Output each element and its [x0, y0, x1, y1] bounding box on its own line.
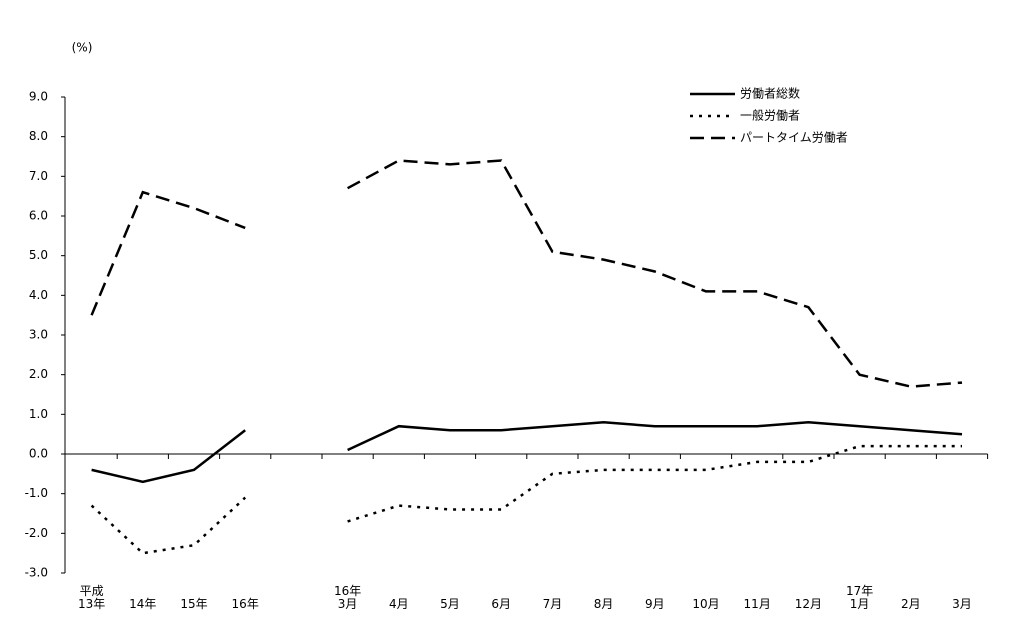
y-tick-label: 0.0	[29, 447, 48, 461]
y-tick-label: -2.0	[25, 526, 48, 540]
y-tick-label: 8.0	[29, 129, 48, 143]
y-tick-label: 3.0	[29, 328, 48, 342]
legend-label: パートタイム労働者	[740, 131, 848, 145]
x-tick-label: 9月	[644, 597, 665, 611]
x-tick-label: 11月	[743, 597, 771, 611]
y-tick-label: 5.0	[29, 248, 48, 262]
x-tick-label: 16年	[231, 597, 259, 611]
y-tick-label: -3.0	[25, 566, 48, 580]
y-tick-label: 4.0	[29, 288, 48, 302]
y-tick-label: 6.0	[29, 209, 48, 223]
x-tick-label: 16年 3月	[333, 584, 362, 611]
x-tick-label: 平成 13年	[77, 584, 106, 611]
x-tick-label: 8月	[593, 597, 614, 611]
x-tick-label: 4月	[388, 597, 409, 611]
y-tick-label: 9.0	[29, 90, 48, 104]
y-tick-label: 7.0	[29, 169, 48, 183]
y-axis-label: (%)	[72, 41, 93, 55]
x-tick-label: 10月	[692, 597, 720, 611]
x-tick-label: 14年	[129, 597, 157, 611]
series-line	[91, 421, 963, 484]
legend-label: 労働者総数	[740, 86, 800, 101]
x-tick-label: 2月	[900, 597, 921, 611]
series-line	[90, 159, 963, 388]
x-tick-label: 7月	[542, 597, 563, 611]
x-tick-label: 3月	[952, 597, 972, 611]
x-tick-label: 5月	[440, 597, 460, 611]
x-tick-label: 17年 1月	[845, 584, 874, 611]
y-tick-label: 2.0	[29, 367, 48, 381]
legend-label: 一般労働者	[740, 108, 800, 123]
x-tick-label: 12月	[794, 597, 823, 611]
series-line	[90, 444, 962, 555]
x-tick-label: 6月	[491, 597, 511, 611]
y-tick-label: 1.0	[29, 407, 48, 421]
x-tick-label: 15年	[180, 597, 208, 611]
y-tick-label: -1.0	[25, 486, 48, 500]
